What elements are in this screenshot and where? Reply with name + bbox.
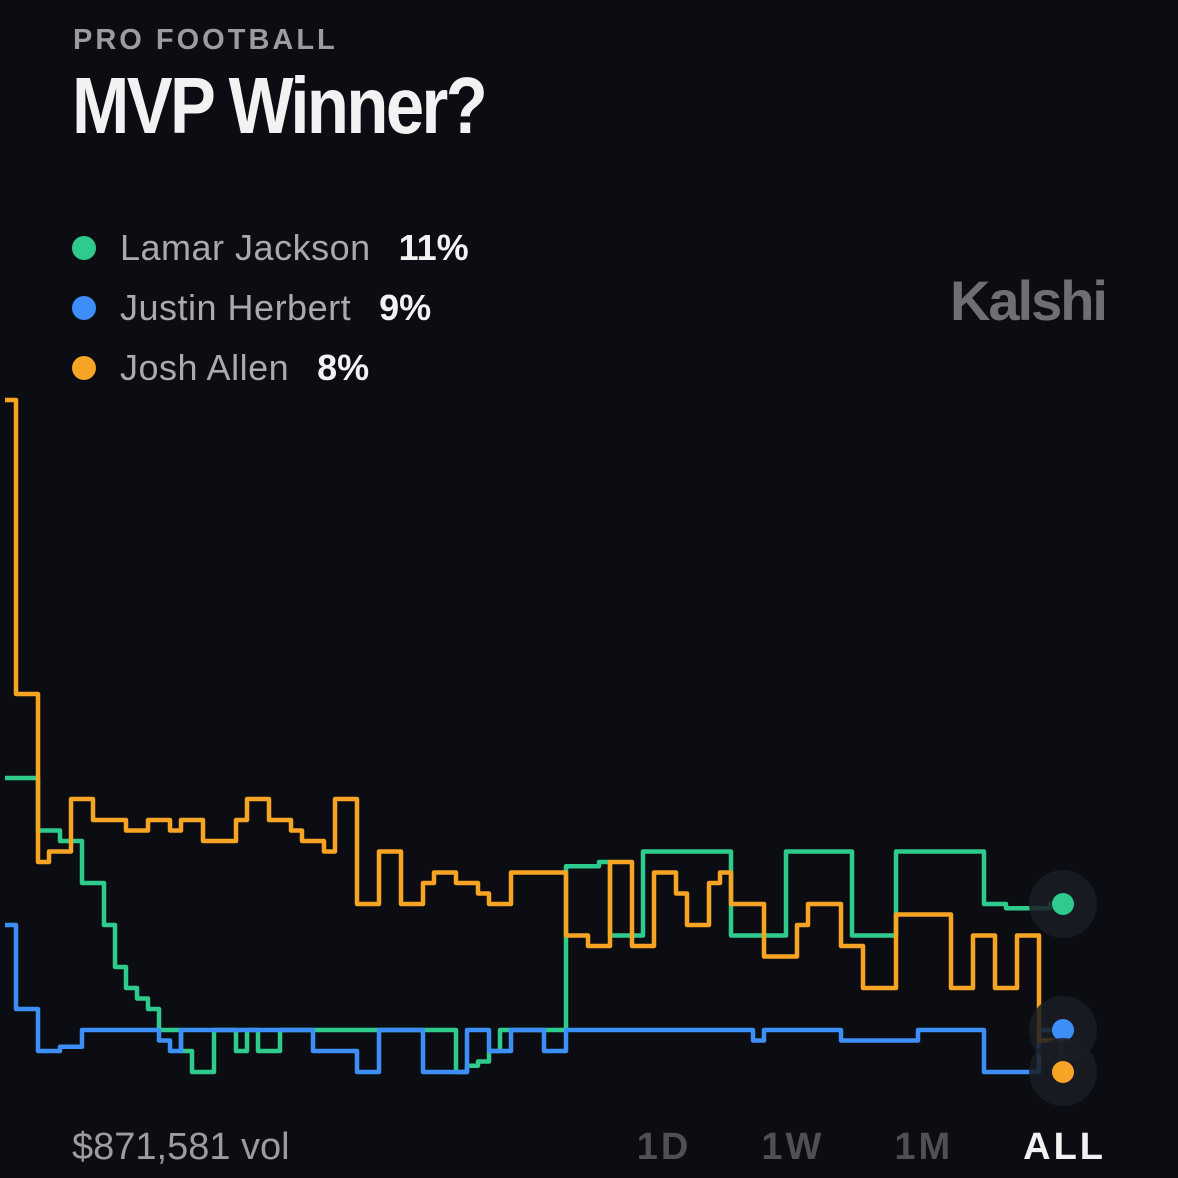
- range-all-button[interactable]: ALL: [1023, 1126, 1106, 1168]
- volume-label: $871,581 vol: [72, 1126, 290, 1168]
- brand-logo: Kalshi: [949, 269, 1108, 332]
- range-1m-button[interactable]: 1M: [894, 1126, 954, 1168]
- legend-name: Josh Allen: [120, 347, 290, 388]
- legend-value: 11%: [398, 227, 469, 268]
- legend-name: Lamar Jackson: [120, 227, 371, 268]
- legend-name: Justin Herbert: [120, 287, 352, 328]
- series-line-josh-allen: [5, 397, 1064, 1072]
- legend-value: 8%: [317, 347, 370, 388]
- series-color-dot: [72, 236, 96, 260]
- page-title: MVP Winner?: [72, 61, 488, 150]
- endpoint-dot-justin-herbert[interactable]: [1052, 1019, 1074, 1041]
- series-line-justin-herbert: [5, 922, 1061, 1075]
- legend-value: 9%: [379, 287, 432, 328]
- legend-item[interactable]: Justin Herbert 9%: [72, 278, 469, 338]
- series-color-dot: [72, 296, 96, 320]
- market-category: PRO FOOTBALL: [73, 24, 338, 56]
- time-range-selector: 1D 1W 1M ALL: [637, 1126, 1106, 1169]
- legend-item[interactable]: Josh Allen 8%: [72, 338, 469, 398]
- chart-legend: Lamar Jackson 11% Justin Herbert 9% Josh…: [72, 218, 469, 398]
- series-color-dot: [72, 356, 96, 380]
- range-1w-button[interactable]: 1W: [761, 1126, 825, 1168]
- range-1d-button[interactable]: 1D: [636, 1126, 692, 1168]
- legend-item[interactable]: Lamar Jackson 11%: [72, 218, 469, 278]
- endpoint-dot-lamar-jackson[interactable]: [1052, 893, 1074, 915]
- endpoint-dot-josh-allen[interactable]: [1052, 1061, 1074, 1083]
